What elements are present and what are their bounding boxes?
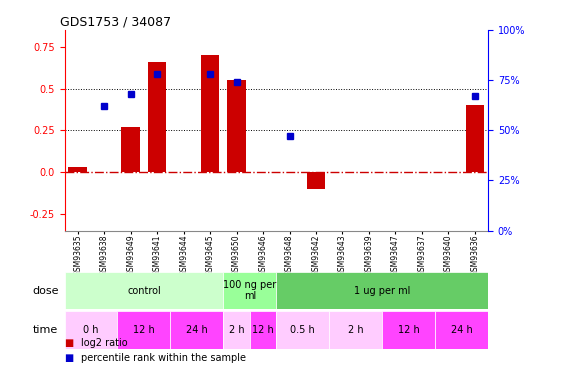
Bar xyxy=(65,311,117,349)
Text: 0.5 h: 0.5 h xyxy=(291,325,315,335)
Text: control: control xyxy=(127,286,161,296)
Bar xyxy=(171,311,223,349)
Bar xyxy=(201,55,219,172)
Text: ■: ■ xyxy=(65,338,73,348)
Text: 100 ng per
ml: 100 ng per ml xyxy=(223,280,277,302)
Text: 24 h: 24 h xyxy=(450,325,472,335)
Text: percentile rank within the sample: percentile rank within the sample xyxy=(81,353,246,363)
Bar xyxy=(68,167,87,172)
Text: time: time xyxy=(33,325,58,335)
Bar xyxy=(227,80,246,172)
Text: 12 h: 12 h xyxy=(252,325,274,335)
Text: 2 h: 2 h xyxy=(229,325,245,335)
Text: 2 h: 2 h xyxy=(348,325,364,335)
Text: 24 h: 24 h xyxy=(186,325,208,335)
Bar xyxy=(382,311,435,349)
Text: ■: ■ xyxy=(65,353,73,363)
Bar xyxy=(250,311,276,349)
Bar xyxy=(117,311,171,349)
Bar xyxy=(121,127,140,172)
Bar xyxy=(435,311,488,349)
Text: 12 h: 12 h xyxy=(133,325,155,335)
Text: 1 ug per ml: 1 ug per ml xyxy=(354,286,410,296)
Bar xyxy=(223,272,276,309)
Bar xyxy=(276,311,329,349)
Text: 12 h: 12 h xyxy=(398,325,420,335)
Bar xyxy=(276,272,488,309)
Bar xyxy=(329,311,382,349)
Text: 0 h: 0 h xyxy=(83,325,99,335)
Text: GDS1753 / 34087: GDS1753 / 34087 xyxy=(60,16,172,29)
Bar xyxy=(148,62,167,172)
Bar xyxy=(307,172,325,189)
Bar xyxy=(65,272,223,309)
Text: log2 ratio: log2 ratio xyxy=(81,338,128,348)
Text: dose: dose xyxy=(33,286,59,296)
Bar xyxy=(466,105,484,172)
Bar xyxy=(223,311,250,349)
